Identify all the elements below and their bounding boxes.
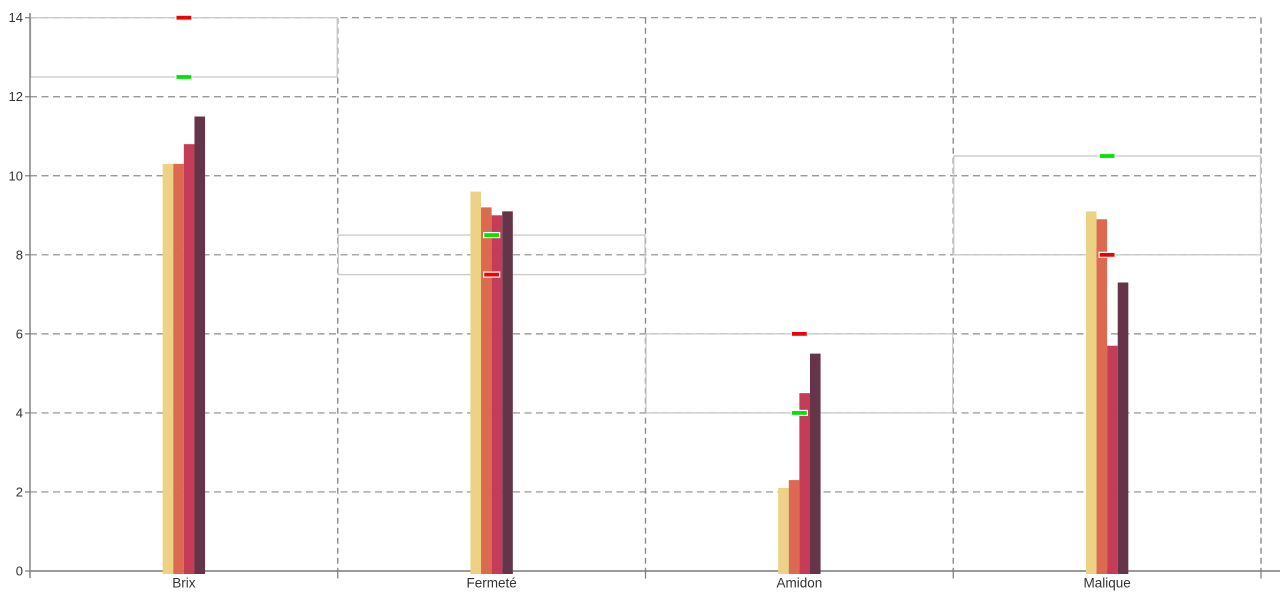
- target-marker-green: [790, 409, 808, 417]
- bar-series-4-fermeté: [502, 211, 513, 575]
- target-marker-red: [790, 330, 808, 337]
- target-marker-red: [175, 14, 193, 21]
- target-marker-red: [483, 271, 501, 278]
- category-label: Malique: [1083, 576, 1130, 591]
- target-marker-green: [483, 231, 501, 239]
- bar-series-1-malique: [1085, 211, 1097, 575]
- target-marker-green: [1098, 152, 1116, 160]
- reference-band: [29, 17, 338, 78]
- bar-series-1-amidon: [778, 488, 789, 574]
- bar-series-3-malique: [1107, 345, 1118, 574]
- bar-series-2-fermeté: [481, 207, 492, 574]
- y-tick-label: 8: [16, 247, 23, 262]
- bar-series-2-malique: [1096, 219, 1108, 575]
- target-marker-green: [175, 73, 193, 81]
- bar-series-1-fermeté: [470, 191, 482, 574]
- bar-series-1-brix: [162, 163, 174, 574]
- y-tick-label: 0: [16, 564, 23, 579]
- target-marker-red: [1098, 251, 1116, 258]
- category-label: Amidon: [776, 576, 822, 591]
- y-tick-label: 10: [9, 168, 23, 183]
- bar-series-2-amidon: [788, 480, 800, 574]
- bar-series-2-brix: [173, 163, 184, 574]
- category-label: Brix: [172, 576, 195, 591]
- y-tick-label: 4: [16, 405, 23, 420]
- y-tick-label: 2: [16, 484, 23, 499]
- y-tick-label: 6: [16, 326, 23, 341]
- y-tick-label: 12: [9, 89, 23, 104]
- bar-series-3-amidon: [799, 393, 810, 574]
- bar-series-4-brix: [194, 116, 206, 574]
- category-label: Fermeté: [466, 576, 516, 591]
- bar-series-4-amidon: [809, 353, 821, 574]
- bar-series-4-malique: [1117, 282, 1129, 574]
- bar-series-3-brix: [183, 144, 195, 574]
- y-tick-label: 14: [9, 10, 23, 25]
- bar-series-3-fermeté: [491, 215, 503, 575]
